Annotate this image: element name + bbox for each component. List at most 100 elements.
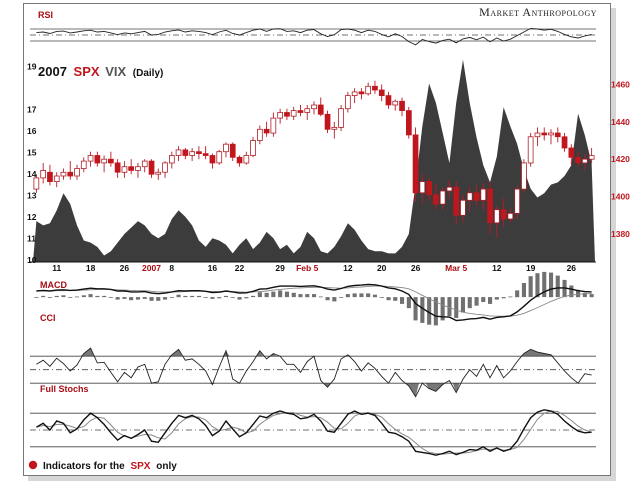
- candle-body: [277, 112, 284, 119]
- macd-histogram-bar: [589, 294, 594, 298]
- candle-body: [229, 143, 236, 158]
- vix-tick-label: 19: [27, 61, 37, 71]
- spx-candle: [155, 168, 162, 180]
- candle-body: [168, 155, 175, 164]
- spx-candle: [358, 88, 365, 100]
- macd-histogram-bar: [352, 293, 357, 298]
- candle-body: [493, 209, 500, 224]
- candle-body: [527, 136, 534, 164]
- vix-tick-label: 11: [27, 233, 36, 243]
- candle-body: [500, 209, 507, 220]
- macd-histogram-bar: [95, 295, 100, 298]
- spx-candle: [304, 104, 311, 120]
- macd-histogram-bar: [406, 297, 411, 309]
- candle-body: [270, 117, 277, 134]
- cci-oversold-fill: [425, 383, 446, 392]
- spx-candle: [514, 185, 521, 220]
- spx-candle: [344, 91, 351, 113]
- macd-histogram-bar: [129, 297, 134, 301]
- candle-body: [87, 155, 94, 162]
- vix-tick-label: 10: [27, 255, 37, 265]
- candle-body: [148, 160, 155, 175]
- spx-candle: [189, 147, 195, 162]
- spx-candle: [568, 144, 575, 165]
- spx-candle: [588, 147, 595, 163]
- spx-candle: [87, 151, 94, 167]
- macd-histogram-bar: [149, 297, 154, 301]
- candle-body: [135, 166, 141, 171]
- candle-body: [60, 171, 67, 177]
- candle-body: [40, 169, 47, 179]
- macd-histogram-bar: [440, 297, 445, 321]
- x-tick-label: 8: [169, 263, 174, 273]
- candle-body: [114, 162, 121, 173]
- macd-histogram-bar: [54, 295, 59, 298]
- vix-tick-label: 12: [27, 212, 37, 222]
- x-tick-label: 26: [411, 263, 421, 273]
- candle-body: [209, 155, 216, 164]
- candle-body: [405, 110, 412, 136]
- stoch-panel: [30, 409, 596, 456]
- spx-candle: [500, 198, 507, 227]
- macd-histogram-bar: [494, 297, 499, 300]
- spx-candle: [40, 162, 47, 184]
- macd-histogram-bar: [230, 297, 235, 298]
- macd-histogram-bar: [379, 297, 384, 298]
- candle-body: [575, 156, 581, 164]
- macd-histogram-bar: [535, 273, 540, 298]
- spx-candle: [277, 108, 284, 124]
- candle-body: [541, 132, 548, 136]
- spx-candle: [47, 164, 53, 186]
- candle-body: [324, 113, 331, 130]
- candle-body: [358, 91, 365, 95]
- candle-body: [338, 108, 344, 128]
- spx-candle: [378, 84, 385, 102]
- candle-body: [480, 188, 487, 201]
- spx-candle: [223, 142, 229, 158]
- macd-histogram-bar: [210, 297, 215, 299]
- price-panel: 10 11 12 13 14 15 16 17 19 1380 1400 1420 1440 1460 11…: [27, 59, 630, 273]
- candle-body: [67, 171, 74, 177]
- x-tick-label: 26: [567, 263, 577, 273]
- macd-histogram-bar: [298, 294, 303, 298]
- candle-body: [128, 166, 134, 171]
- candle-body: [399, 100, 405, 112]
- x-tick-label: 29: [275, 263, 285, 273]
- macd-histogram-bar: [102, 295, 107, 298]
- candle-body: [466, 192, 473, 201]
- spx-candle: [487, 181, 493, 234]
- candle-body: [108, 158, 114, 164]
- macd-histogram-bar: [169, 297, 174, 298]
- macd-histogram-bar: [156, 297, 161, 301]
- cci-overbought-fill: [520, 349, 555, 357]
- spx-candle: [284, 108, 290, 120]
- spx-tick-label: 1420: [611, 154, 630, 164]
- spx-candle: [480, 183, 487, 210]
- spx-candle: [351, 88, 358, 104]
- spx-candle: [101, 155, 107, 173]
- candle-body: [74, 168, 80, 177]
- candle-body: [223, 143, 229, 153]
- cci-overbought-fill: [168, 349, 182, 357]
- spx-candle: [311, 101, 317, 115]
- macd-histogram-bar: [501, 297, 506, 299]
- spx-candle: [372, 80, 378, 94]
- x-tick-label: 12: [492, 263, 502, 273]
- spx-candle: [250, 136, 256, 158]
- macd-histogram-bar: [81, 295, 86, 298]
- macd-histogram-bar: [366, 293, 371, 298]
- spx-candle: [561, 133, 568, 152]
- spx-tick-label: 1380: [611, 229, 630, 239]
- x-tick-label: 22: [235, 263, 245, 273]
- chart-title: 2007 SPX VIX (Daily): [38, 64, 163, 79]
- spx-candle: [67, 161, 74, 180]
- macd-histogram-bar: [142, 297, 147, 299]
- macd-line: [36, 283, 592, 322]
- spx-candle: [216, 149, 223, 165]
- candle-body: [196, 151, 202, 154]
- spx-candle: [338, 104, 344, 132]
- spx-candle: [527, 133, 534, 167]
- spx-candle: [453, 181, 460, 225]
- macd-histogram-bar: [325, 297, 330, 301]
- spx-candle: [412, 127, 419, 203]
